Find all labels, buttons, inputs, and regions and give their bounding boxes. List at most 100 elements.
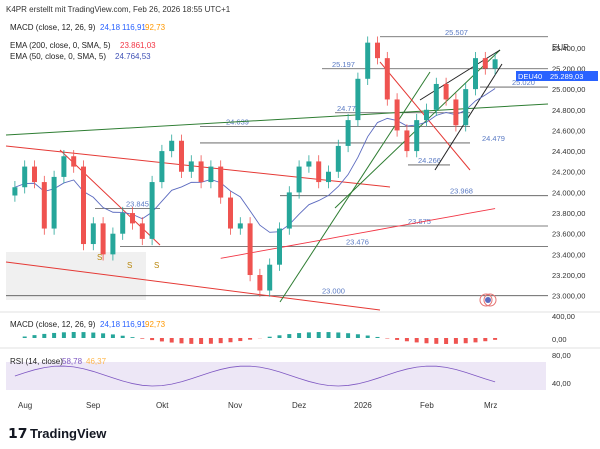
candle-body [81, 166, 86, 245]
price-tick-label: 23.800,00 [552, 209, 585, 218]
macd-axis-tick: 0,00 [552, 335, 567, 344]
candle-body [473, 58, 478, 90]
level-label: 23.476 [346, 238, 369, 247]
candle-body [257, 275, 263, 291]
macd-histogram-bar [297, 333, 302, 338]
macd-histogram-bar [365, 335, 370, 338]
candle-body [198, 161, 204, 183]
brand-name: TradingView [30, 426, 107, 441]
macd-histogram-bar [130, 337, 135, 338]
price-tick-label: 25.400,00 [552, 44, 585, 53]
candle-body [228, 197, 233, 229]
macd-histogram-bar [434, 338, 439, 344]
candle-body [32, 166, 37, 183]
price-tick-label: 24.000,00 [552, 188, 585, 197]
rsi-axis-tick: 40,00 [552, 379, 571, 388]
event-icon[interactable] [479, 293, 493, 307]
macd-histogram-bar [81, 332, 86, 338]
candle-body [355, 78, 361, 121]
candle-body [316, 161, 322, 183]
time-axis-label: Aug [18, 401, 32, 410]
price-tick-label: 23.000,00 [552, 292, 585, 301]
tradingview-logo-icon: 𝟭𝟳 [8, 425, 27, 441]
macd-pane-value-1: 24,18 [100, 320, 121, 329]
event-icon[interactable] [485, 297, 491, 303]
macd-histogram-bar [218, 338, 223, 344]
macd-histogram-bar [473, 338, 478, 343]
macd-histogram-bar [375, 336, 380, 338]
macd-histogram-bar [110, 334, 115, 338]
macd-histogram-bar [493, 338, 498, 340]
price-tick-label: 25.000,00 [552, 85, 585, 94]
macd-histogram-bar [336, 332, 341, 338]
macd-histogram-bar [277, 335, 282, 338]
candle-body [267, 264, 273, 291]
level-label: 23.675 [408, 217, 431, 226]
candle-body [326, 171, 331, 183]
macd-histogram-bar [238, 338, 243, 342]
level-label: 25.197 [332, 60, 355, 69]
candle-body [286, 192, 292, 229]
time-axis-label: Okt [156, 401, 169, 410]
candle-body [384, 58, 390, 100]
candle-body [159, 151, 165, 183]
candle-body [169, 140, 175, 152]
candle-body [482, 58, 488, 69]
macd-histogram-bar [61, 332, 66, 338]
candle-body [335, 145, 341, 172]
level-label: 23.968 [450, 187, 473, 196]
support-marker: S [127, 261, 132, 270]
macd-histogram-bar [424, 338, 429, 344]
candle-body [208, 166, 214, 183]
candle-body [71, 156, 77, 167]
macd-histogram-bar [52, 332, 57, 338]
shaded-zone [6, 252, 146, 300]
candle-body [110, 233, 116, 255]
candle-body [365, 42, 371, 79]
macd-histogram-bar [140, 338, 145, 339]
candle-body [179, 140, 184, 172]
macd-histogram-bar [463, 338, 468, 344]
macd-histogram-bar [326, 332, 331, 338]
macd-histogram-bar [228, 338, 233, 343]
price-tick-label: 24.600,00 [552, 126, 585, 135]
macd-histogram-bar [120, 335, 125, 338]
level-label: 24.266 [418, 156, 441, 165]
candle-body [61, 156, 67, 177]
candle-body [492, 59, 498, 69]
macd-histogram-bar [306, 332, 311, 338]
ema50-value: 24.764,53 [115, 52, 151, 61]
candle-body [424, 109, 429, 121]
credit-text: K4PR erstellt mit TradingView.com, Feb 2… [6, 5, 231, 14]
candle-body [90, 223, 96, 245]
macd-pane [22, 332, 498, 344]
candle-body [443, 83, 449, 100]
macd-legend: MACD (close, 12, 26, 9) [10, 23, 96, 32]
symbol-tag-label: DEU40 [518, 72, 542, 81]
macd-histogram-bar [189, 338, 194, 344]
time-axis: Aug Sep Okt Nov Dez 2026 Feb Mrz [18, 401, 497, 410]
ema200-label: EMA (200, close, 0, SMA, 5) [10, 41, 111, 50]
candle-body [453, 99, 459, 126]
candle-body [120, 213, 126, 234]
macd-legend-value-1: 24,18 [100, 23, 121, 32]
macd-histogram-bar [248, 338, 253, 340]
macd-histogram-bar [453, 338, 458, 344]
candle-body [237, 223, 243, 229]
macd-histogram-bar [179, 338, 184, 344]
rsi-line [14, 365, 496, 387]
candles [12, 36, 498, 297]
candle-body [130, 213, 135, 224]
candle-body [51, 176, 57, 229]
support-marker: S [154, 261, 159, 270]
current-price-tag [546, 71, 598, 81]
macd-histogram-bar [91, 332, 96, 338]
candle-body [12, 187, 18, 196]
level-label: 23.845 [126, 199, 149, 208]
macd-histogram-bar [22, 336, 27, 338]
candle-body [404, 130, 410, 152]
time-axis-label: Mrz [484, 401, 497, 410]
macd-histogram-bar [32, 335, 37, 338]
time-axis-label: Nov [228, 401, 242, 410]
event-icon[interactable] [483, 293, 497, 307]
